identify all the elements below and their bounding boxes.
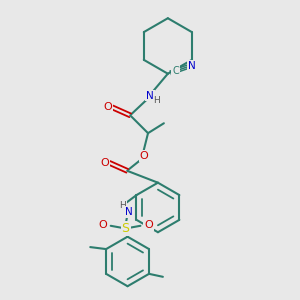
Text: O: O	[103, 102, 112, 112]
Text: H: H	[154, 96, 160, 105]
Text: N: N	[188, 61, 196, 71]
Text: O: O	[98, 220, 107, 230]
Text: C: C	[172, 66, 179, 76]
Text: H: H	[119, 202, 126, 211]
Text: N: N	[146, 91, 154, 100]
Text: N: N	[125, 207, 132, 217]
Text: O: O	[100, 158, 109, 168]
Text: O: O	[140, 151, 148, 161]
Text: O: O	[144, 220, 153, 230]
Text: S: S	[122, 222, 130, 235]
